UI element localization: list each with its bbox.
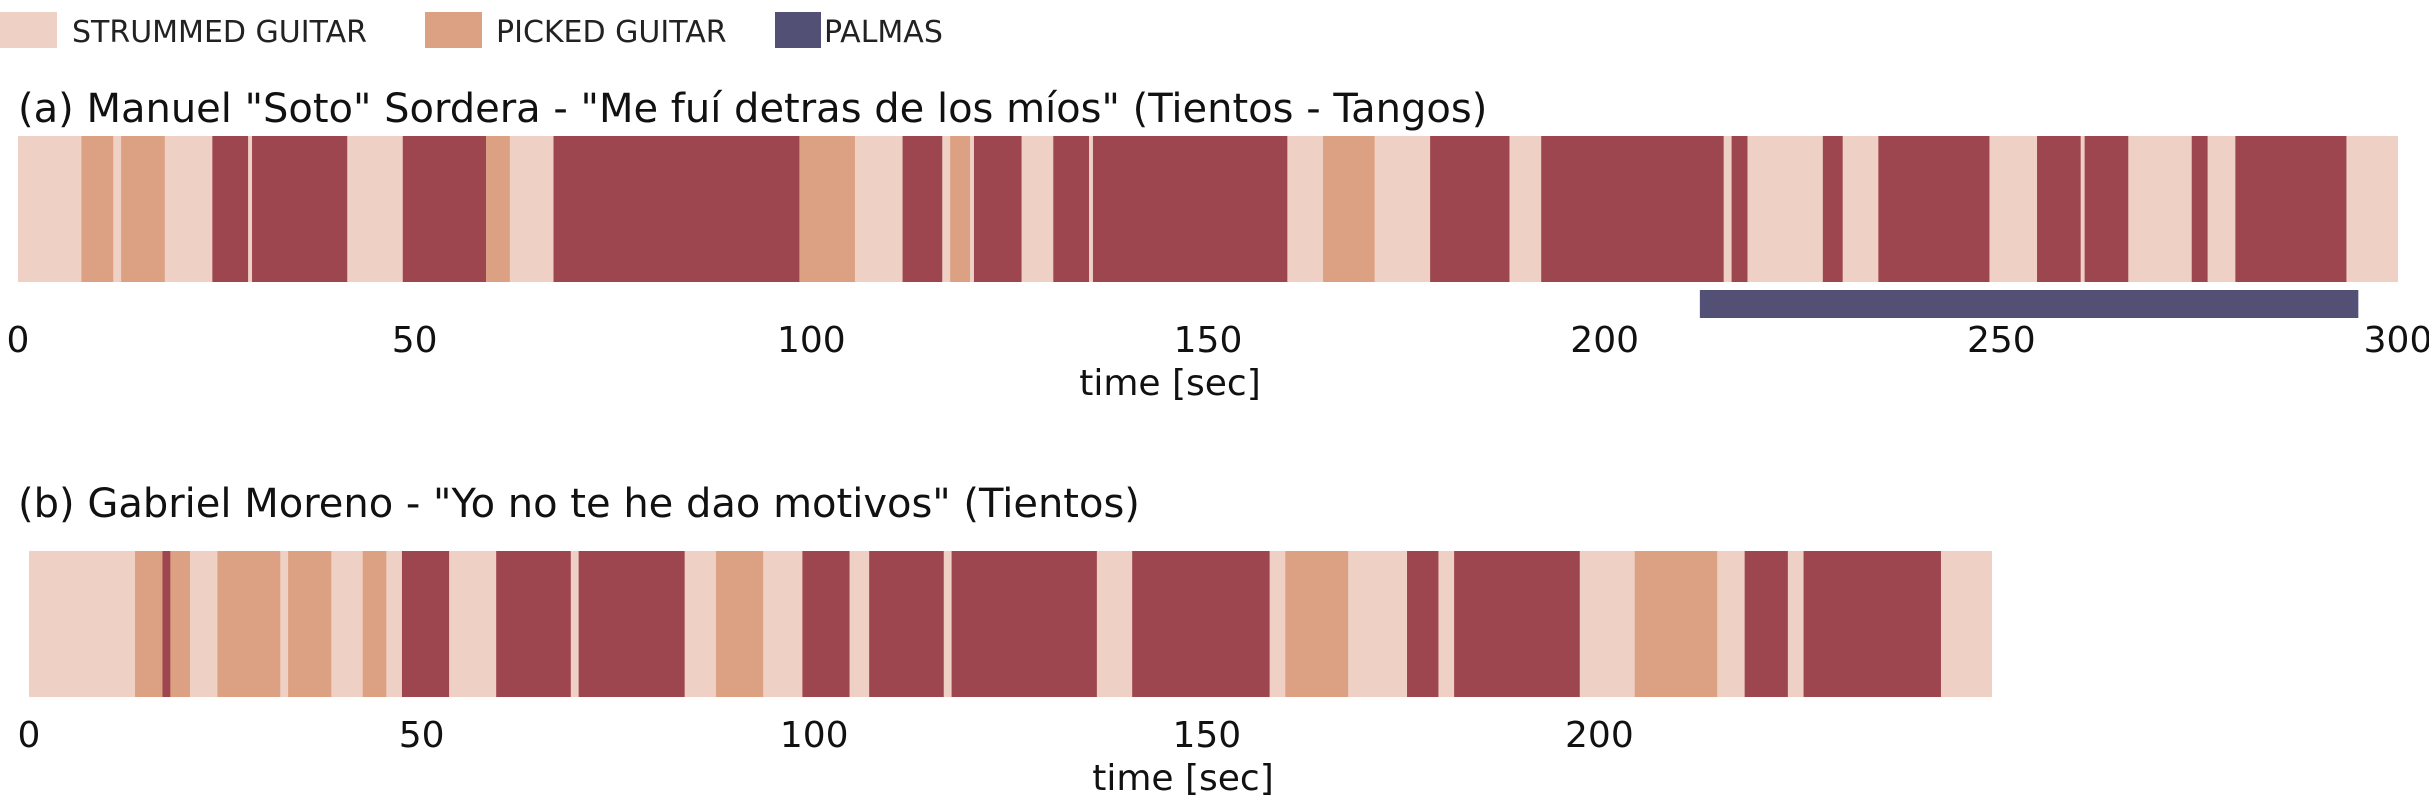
panel-b-segment-picked bbox=[362, 551, 387, 697]
panel-a-x-axis-label: time [sec] bbox=[1079, 363, 1261, 404]
panel-b-x-axis-label: time [sec] bbox=[1092, 758, 1274, 799]
panel-b-x-ticks: 0 50 100 150 200 bbox=[18, 715, 1634, 756]
legend-swatch-palmas bbox=[775, 12, 821, 48]
legend-swatch-picked bbox=[425, 12, 482, 48]
panel-b-segment-sung bbox=[578, 551, 685, 697]
panel-b: (b) Gabriel Moreno - "Yo no te he dao mo… bbox=[18, 481, 1992, 799]
panel-a-x-tick-label: 200 bbox=[1570, 320, 1639, 361]
panel-a-segment-sung bbox=[553, 136, 800, 282]
panel-a-segment-sung bbox=[1430, 136, 1510, 282]
panel-a-segment-picked bbox=[121, 136, 165, 282]
panel-b-x-tick-label: 50 bbox=[399, 715, 445, 756]
legend-label-picked: PICKED GUITAR bbox=[496, 15, 727, 50]
panel-a-segment-picked bbox=[950, 136, 970, 282]
panel-a-timeline bbox=[18, 136, 2398, 318]
panel-b-x-tick-label: 100 bbox=[780, 715, 849, 756]
panel-a-x-tick-label: 150 bbox=[1174, 320, 1243, 361]
panel-b-segment-picked bbox=[716, 551, 764, 697]
panel-b-segment-sung bbox=[1407, 551, 1439, 697]
panel-a-segment-sung bbox=[973, 136, 1022, 282]
panel-b-segment-sung bbox=[401, 551, 450, 697]
panel-b-segment-picked bbox=[217, 551, 281, 697]
panel-b-segment-sung bbox=[162, 551, 171, 697]
panel-b-segment-picked bbox=[1285, 551, 1349, 697]
panel-a-segment-picked bbox=[81, 136, 114, 282]
panel-a-x-tick-label: 100 bbox=[777, 320, 846, 361]
panel-a: (a) Manuel "Soto" Sordera - "Me fuí detr… bbox=[7, 86, 2429, 404]
panel-a-segment-sung bbox=[1053, 136, 1089, 282]
panel-a-segment-sung bbox=[1822, 136, 1843, 282]
panel-a-segment-picked bbox=[486, 136, 510, 282]
panel-a-x-tick-label: 250 bbox=[1967, 320, 2036, 361]
panel-b-x-tick-label: 200 bbox=[1565, 715, 1634, 756]
panel-a-segment-sung bbox=[2191, 136, 2208, 282]
panel-a-segment-sung bbox=[2037, 136, 2081, 282]
panel-a-segment-sung bbox=[902, 136, 943, 282]
panel-a-segment-sung bbox=[2235, 136, 2347, 282]
panel-b-segment-sung bbox=[802, 551, 850, 697]
panel-a-segment-picked bbox=[1323, 136, 1375, 282]
panel-b-segment-sung bbox=[496, 551, 571, 697]
legend-label-palmas: PALMAS bbox=[824, 15, 943, 50]
panel-b-segment-sung bbox=[1803, 551, 1941, 697]
panel-a-x-tick-label: 0 bbox=[7, 320, 30, 361]
panel-b-segment-sung bbox=[869, 551, 944, 697]
panel-a-segment-sung bbox=[212, 136, 249, 282]
panel-b-title: (b) Gabriel Moreno - "Yo no te he dao mo… bbox=[18, 481, 1140, 527]
panel-b-segment-picked bbox=[288, 551, 332, 697]
panel-b-timeline bbox=[29, 551, 1992, 697]
panel-b-segment-sung bbox=[951, 551, 1097, 697]
legend-label-strummed: STRUMMED GUITAR bbox=[72, 15, 367, 50]
legend: STRUMMED GUITAR PICKED GUITAR PALMAS bbox=[0, 12, 943, 50]
panel-a-x-tick-label: 300 bbox=[2364, 320, 2429, 361]
panel-b-x-tick-label: 150 bbox=[1172, 715, 1241, 756]
panel-b-x-tick-label: 0 bbox=[18, 715, 41, 756]
panel-a-segment-sung bbox=[1731, 136, 1748, 282]
panel-a-segment-sung bbox=[402, 136, 487, 282]
panel-b-segment-sung bbox=[1744, 551, 1788, 697]
panel-b-segment-sung bbox=[1454, 551, 1580, 697]
panel-a-segment-sung bbox=[1878, 136, 1990, 282]
panel-a-x-ticks: 0 50 100 150 200 250 300 bbox=[7, 320, 2429, 361]
legend-swatch-strummed bbox=[0, 12, 57, 48]
panel-a-segment-sung bbox=[1092, 136, 1288, 282]
panel-a-palmas-bar bbox=[1699, 290, 2359, 318]
panel-a-segment-sung bbox=[2084, 136, 2129, 282]
panel-a-segment-sung bbox=[252, 136, 348, 282]
panel-b-segment-sung bbox=[1132, 551, 1270, 697]
panel-b-segment-picked bbox=[1634, 551, 1718, 697]
panel-a-segment-picked bbox=[799, 136, 855, 282]
panel-a-x-tick-label: 50 bbox=[392, 320, 438, 361]
panel-a-title: (a) Manuel "Soto" Sordera - "Me fuí detr… bbox=[18, 86, 1487, 132]
panel-a-segment-sung bbox=[1541, 136, 1724, 282]
